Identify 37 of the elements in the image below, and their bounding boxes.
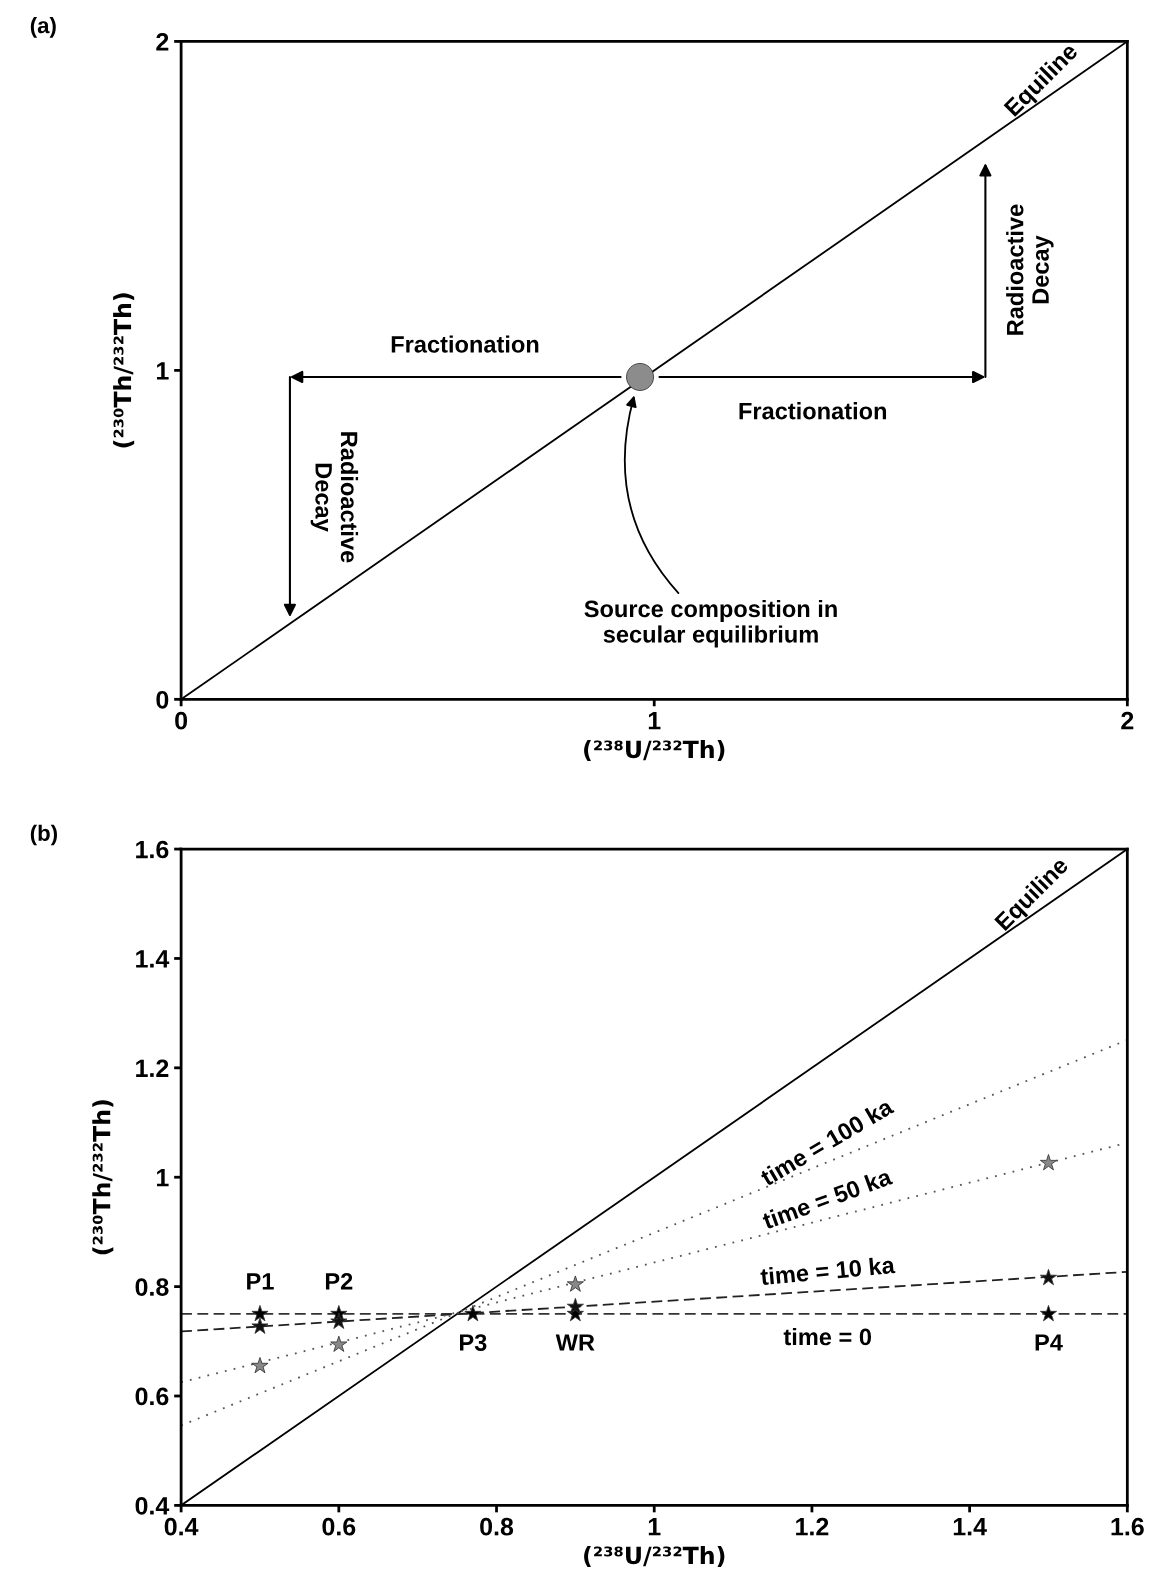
y-axis-title: (²³⁰Th/²³²Th) [92, 1100, 114, 1255]
y-tick-label: 0.6 [135, 1387, 169, 1406]
x-tick-label: 1 [648, 712, 661, 730]
x-axis-title: (²³⁸U/²³²Th) [584, 1546, 725, 1568]
y-tick-label: 1.2 [136, 1059, 169, 1077]
annotation: time = 10 ka [760, 1255, 896, 1286]
annotation: Radioactive Decay [1006, 204, 1054, 335]
annotation: Source composition in secular equilibrium [584, 599, 837, 648]
annotation: Radioactive Decay [310, 432, 359, 563]
y-tick-label: 1 [156, 1169, 169, 1187]
x-tick-label: 0.8 [480, 1517, 514, 1536]
y-tick-label: 0.4 [135, 1496, 170, 1515]
chart-title: (b) [30, 824, 57, 846]
annotation: P4 [1035, 1334, 1063, 1351]
y-tick-label: 0.8 [135, 1278, 169, 1296]
chart-title: (a) [30, 16, 56, 38]
y-tick-label: 0 [156, 690, 169, 709]
annotation: WR [555, 1334, 595, 1351]
x-tick-label: 1.2 [796, 1517, 829, 1536]
x-tick-label: 0 [175, 711, 188, 730]
x-tick-label: 1 [648, 1518, 661, 1536]
annotation: P3 [460, 1334, 487, 1351]
y-tick-label: 2 [156, 33, 169, 51]
annotation: time = 0 [783, 1327, 872, 1346]
annotation: P2 [325, 1273, 353, 1290]
x-tick-label: 2 [1121, 711, 1134, 730]
y-axis-title: (²³⁰Th/²³²Th) [113, 293, 135, 448]
x-tick-label: 1.4 [953, 1518, 987, 1536]
y-tick-label: 1.4 [136, 950, 170, 968]
annotation: Fractionation [739, 402, 887, 420]
x-tick-label: 0.6 [322, 1517, 356, 1536]
x-axis-title: (²³⁸U/²³²Th) [584, 739, 725, 762]
y-tick-label: 1.6 [136, 840, 169, 859]
x-tick-label: 1.6 [1111, 1517, 1144, 1536]
y-tick-label: 1 [156, 362, 169, 380]
annotation: P1 [247, 1273, 274, 1290]
annotation: Fractionation [391, 335, 539, 353]
